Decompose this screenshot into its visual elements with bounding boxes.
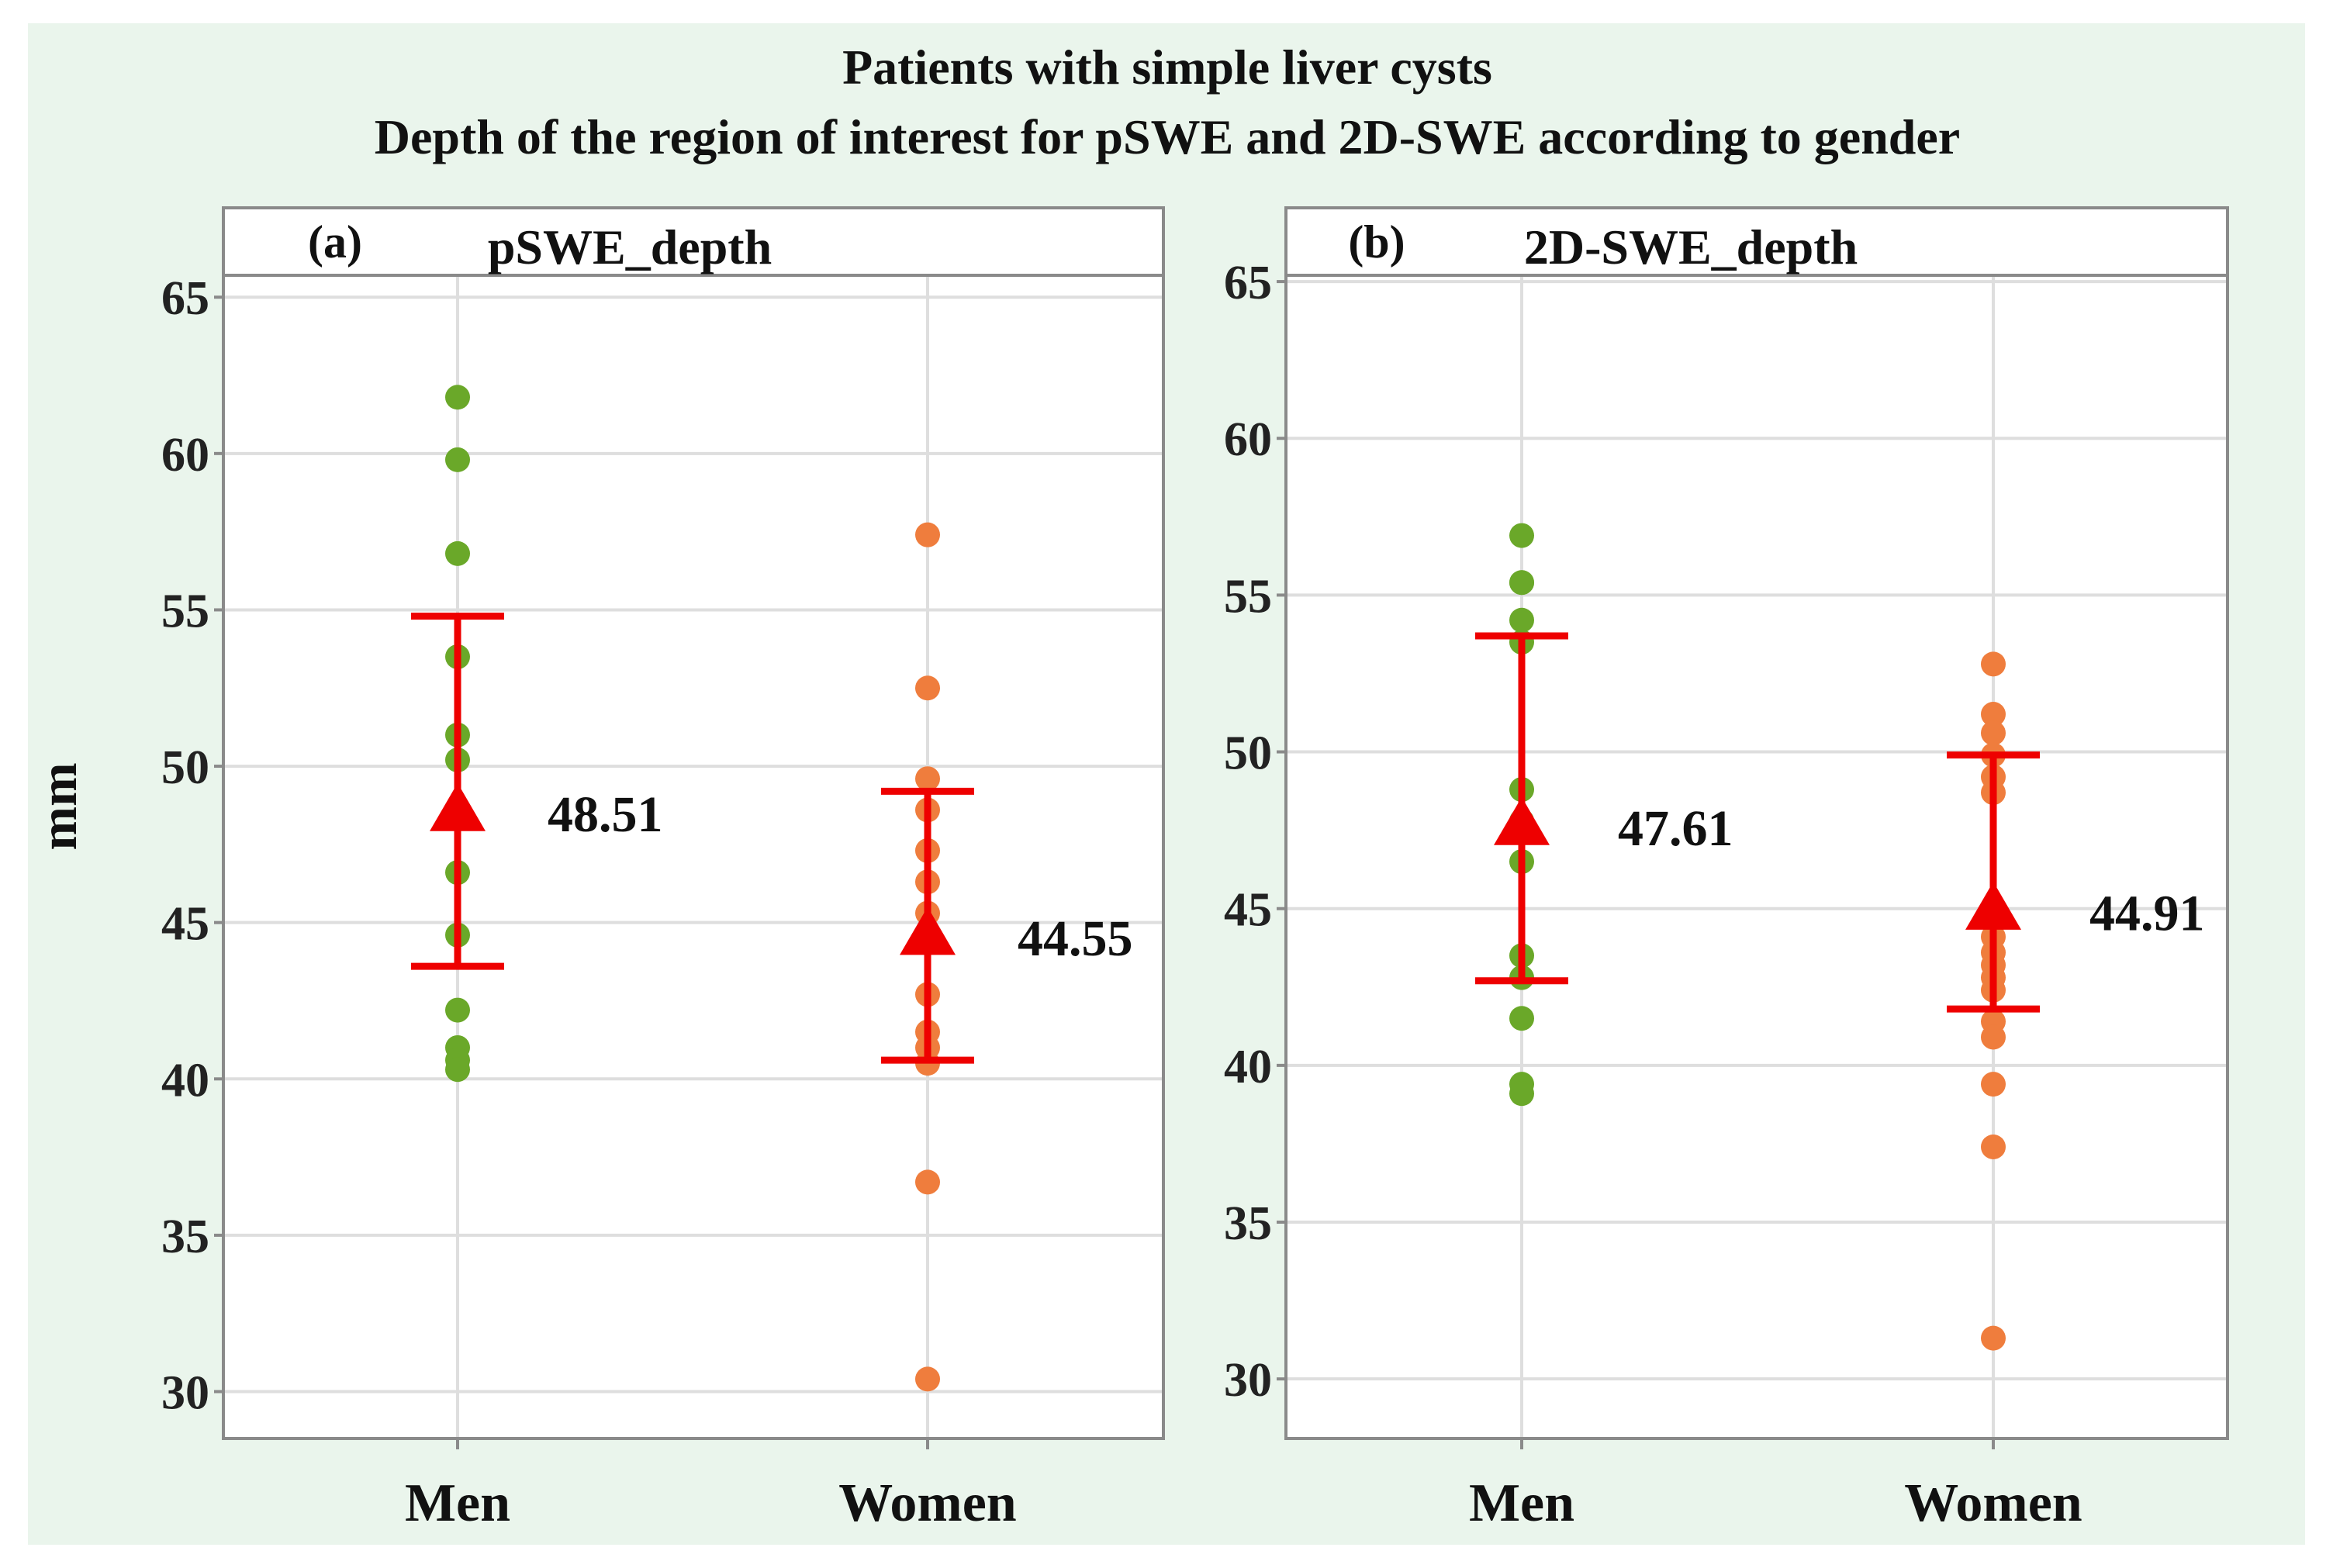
y-tick-label: 55	[161, 585, 209, 637]
mean-marker	[900, 907, 956, 955]
mean-label-men: 48.51	[548, 786, 663, 843]
data-point-men	[445, 385, 470, 410]
x-tick-label-men: Men	[1469, 1473, 1574, 1533]
data-point-men	[1509, 523, 1534, 548]
data-point-women	[915, 1169, 940, 1195]
y-tick-label: 60	[161, 429, 209, 482]
data-point-men	[1509, 607, 1534, 633]
data-point-women	[915, 675, 940, 701]
chart-title-line-1: Patients with simple liver cysts	[842, 40, 1492, 95]
panel-background	[223, 208, 1163, 1438]
panel-a-psw e-depth: (a) pSWE_depth 30 35 40 45 50 55 60 65 Men Women 48.…	[161, 206, 1165, 1533]
mean-marker	[1965, 881, 2021, 930]
panel-tag: (b)	[1348, 216, 1405, 268]
y-axis-label: mm	[29, 762, 88, 850]
x-tick-label-women: Women	[1904, 1473, 2082, 1533]
data-point-women	[1981, 702, 2006, 727]
y-tick-label: 30	[1224, 1354, 1272, 1407]
data-point-women	[1981, 1325, 2006, 1351]
panel-frame	[1284, 206, 2229, 1440]
panel-tag: (a)	[308, 216, 362, 268]
data-point-men	[445, 447, 470, 472]
data-point-women	[915, 1366, 940, 1392]
y-tick-label: 65	[1224, 257, 1272, 309]
y-tick-label: 45	[1224, 884, 1272, 937]
x-tick-label-men: Men	[405, 1473, 510, 1533]
data-point-men	[1509, 1081, 1534, 1107]
y-tick-label: 35	[161, 1211, 209, 1263]
panel-b-2d-swe-depth: (b) 2D-SWE_depth 30 35 40 45 50 55 60 65 Men Women 4…	[1224, 206, 2229, 1533]
y-tick-label: 40	[1224, 1041, 1272, 1093]
data-point-women	[915, 522, 940, 547]
mean-marker	[430, 782, 486, 831]
y-tick-label: 40	[161, 1054, 209, 1107]
data-point-women	[1981, 1134, 2006, 1159]
data-point-men	[445, 997, 470, 1023]
data-point-men	[1509, 570, 1534, 596]
data-point-women	[1981, 1072, 2006, 1097]
y-tick-label: 30	[161, 1367, 209, 1420]
y-tick-label: 60	[1224, 413, 1272, 466]
y-tick-label: 65	[161, 272, 209, 325]
mean-marker	[1494, 796, 1550, 845]
data-point-men	[1509, 1006, 1534, 1031]
data-point-men	[445, 1057, 470, 1083]
chart-title-line-2: Depth of the region of interest for pSWE…	[375, 109, 1960, 164]
data-point-women	[915, 766, 940, 792]
y-tick-label: 55	[1224, 570, 1272, 623]
y-tick-label: 50	[1224, 727, 1272, 780]
y-tick-label: 45	[161, 898, 209, 951]
data-point-men	[445, 541, 470, 566]
data-point-women	[1981, 720, 2006, 746]
x-tick-label-women: Women	[838, 1473, 1016, 1533]
mean-label-women: 44.91	[2089, 885, 2205, 941]
mean-label-men: 47.61	[1618, 800, 1733, 857]
mean-label-women: 44.55	[1018, 910, 1133, 967]
data-point-women	[1981, 651, 2006, 677]
panel-background	[1286, 208, 2228, 1438]
y-tick-label: 35	[1224, 1197, 1272, 1250]
strip-label: pSWE_depth	[488, 219, 772, 275]
panel-frame	[222, 206, 1165, 1440]
y-tick-label: 50	[161, 741, 209, 794]
strip-label: 2D-SWE_depth	[1524, 219, 1858, 275]
data-point-women	[1981, 1024, 2006, 1050]
